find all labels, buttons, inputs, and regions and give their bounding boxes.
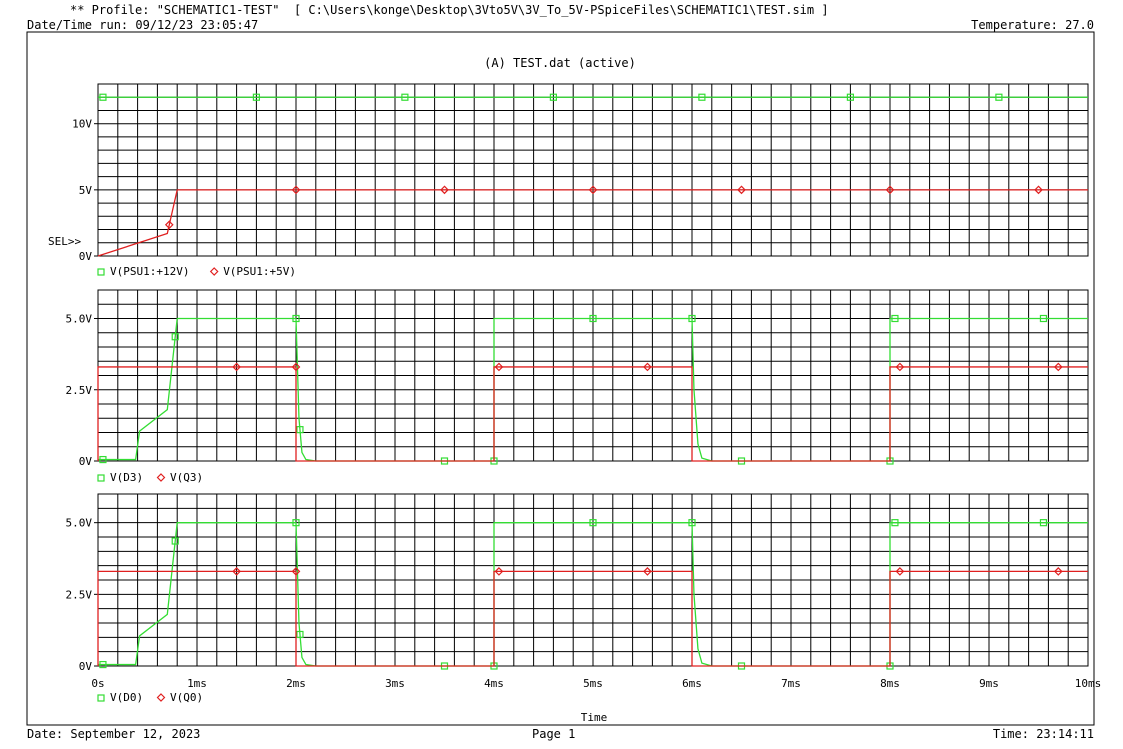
marker-diamond [494, 567, 504, 576]
marker-diamond [291, 185, 301, 195]
profile-line: ** Profile: "SCHEMATIC1-TEST" [ C:\Users… [70, 3, 829, 17]
marker-square [99, 660, 107, 669]
marker-diamond [895, 362, 905, 372]
x-tick-label: 3ms [385, 677, 405, 690]
plot-border [97, 83, 1089, 257]
y-tick-label: 2.5V [66, 384, 93, 397]
x-tick-label: 1ms [187, 677, 207, 690]
y-tick-label: 0V [79, 250, 93, 263]
marker-diamond [1053, 362, 1063, 372]
marker-diamond [895, 567, 905, 576]
y-tick-label: 0V [79, 660, 93, 673]
footer-time: Time: 23:14:11 [992, 727, 1094, 741]
marker-square [589, 314, 597, 323]
marker-square [401, 93, 409, 101]
footer-date: Date: September 12, 2023 [27, 727, 201, 741]
marker-diamond [232, 567, 241, 576]
marker-diamond [232, 362, 241, 372]
x-tick-label: 0s [91, 677, 104, 690]
marker-square [891, 314, 899, 323]
legend-marker-diamond [156, 693, 166, 702]
marker-diamond [885, 185, 895, 195]
legend-label: V(Q0) [170, 691, 203, 704]
y-tick-label: 5.0V [66, 313, 93, 326]
x-tick-label: 7ms [781, 677, 801, 690]
marker-square [846, 93, 855, 101]
x-tick-label: 4ms [484, 677, 504, 690]
plot-2 [94, 289, 1089, 482]
x-tick-label: 2ms [286, 677, 306, 690]
legend-label: V(D0) [110, 691, 143, 704]
marker-square [688, 314, 696, 323]
marker-diamond [737, 185, 746, 195]
marker-diamond [291, 567, 301, 576]
y-tick-label: 0V [79, 455, 93, 468]
marker-square [292, 314, 300, 323]
x-tick-label: 5ms [583, 677, 603, 690]
marker-diamond [588, 185, 598, 195]
marker-square [549, 93, 558, 101]
series-V(Q0) [97, 570, 1088, 667]
marker-square [99, 455, 107, 464]
legend-label: V(PSU1:+5V) [223, 265, 296, 278]
legend-label: V(D3) [110, 471, 143, 484]
marker-square [891, 519, 899, 527]
legend-label: V(PSU1:+12V) [110, 265, 189, 278]
temperature: Temperature: 27.0 [971, 18, 1094, 32]
y-tick-label: 10V [72, 118, 92, 131]
marker-square [296, 426, 304, 434]
marker-square [698, 93, 706, 101]
marker-square [99, 93, 107, 101]
series-V(Q3) [97, 366, 1088, 462]
outer-frame [26, 31, 1095, 726]
x-tick-label: 9ms [979, 677, 999, 690]
legend-marker-diamond [209, 267, 219, 276]
marker-square [995, 93, 1003, 101]
marker-diamond [440, 185, 449, 195]
x-tick-label: 8ms [880, 677, 900, 690]
marker-square [296, 630, 304, 639]
x-tick-label: 10ms [1075, 677, 1102, 690]
marker-square [1039, 314, 1048, 323]
y-tick-label: 5.0V [66, 517, 93, 530]
legend-marker-square [97, 694, 105, 702]
footer-page: Page 1 [532, 727, 576, 741]
marker-square [1039, 519, 1048, 527]
x-axis-label: Time [581, 711, 608, 724]
legend-marker-square [97, 268, 105, 276]
marker-square [171, 333, 179, 341]
marker-square [292, 519, 300, 527]
marker-diamond [1034, 185, 1043, 195]
marker-square [171, 537, 179, 545]
selected-marker: SEL>> [48, 235, 81, 248]
marker-diamond [494, 362, 504, 372]
plot-1 [94, 83, 1089, 276]
legend-marker-diamond [156, 473, 166, 482]
marker-square [589, 519, 597, 527]
datetime-run: Date/Time run: 09/12/23 23:05:47 [27, 18, 259, 32]
legend-marker-square [97, 474, 105, 482]
marker-square [688, 519, 696, 527]
y-tick-label: 2.5V [66, 588, 93, 601]
y-tick-label: 5V [79, 184, 93, 197]
marker-square [252, 93, 260, 101]
marker-diamond [643, 567, 652, 576]
marker-diamond [1053, 567, 1063, 576]
marker-diamond [291, 362, 301, 372]
plot-3 [94, 493, 1089, 702]
x-tick-label: 6ms [682, 677, 702, 690]
legend-label: V(Q3) [170, 471, 203, 484]
marker-diamond [164, 220, 174, 230]
marker-diamond [643, 362, 652, 372]
series-V(PSU1:+5V) [97, 189, 1088, 257]
plot-title: (A) TEST.dat (active) [484, 56, 636, 70]
